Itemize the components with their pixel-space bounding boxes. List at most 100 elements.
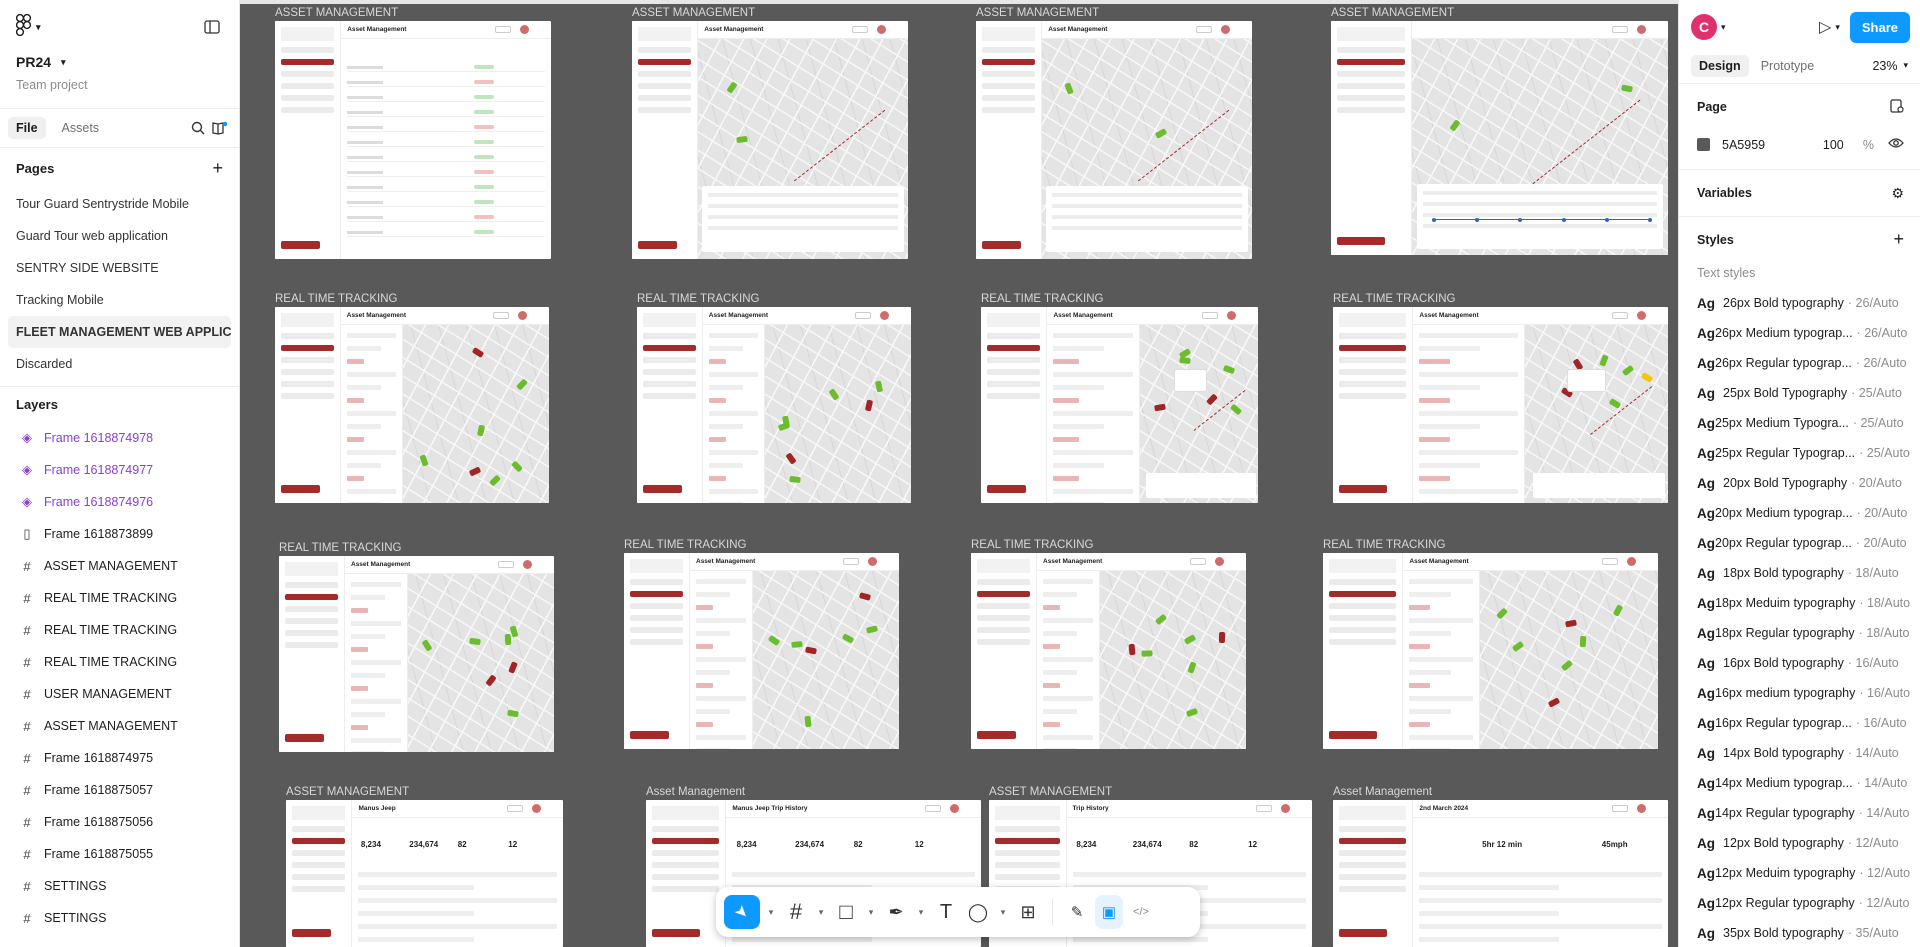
vehicle-marker[interactable] [1621, 84, 1634, 93]
comment-tool-button[interactable]: ◯ [964, 895, 992, 929]
vehicle-marker[interactable] [1572, 357, 1584, 371]
vehicle-marker[interactable] [725, 81, 738, 94]
frame-thumbnail[interactable]: Asset Management [971, 553, 1246, 749]
vehicle-marker[interactable] [1183, 634, 1197, 646]
vehicle-marker[interactable] [1496, 607, 1509, 620]
frame-label[interactable]: REAL TIME TRACKING [637, 293, 760, 305]
text-style-item[interactable]: Ag 16px Regular typograp... · 16/Auto [1679, 708, 1920, 738]
chevron-down-icon[interactable]: ▾ [818, 906, 824, 917]
frame-thumbnail[interactable]: Asset Management [981, 307, 1258, 503]
text-style-item[interactable]: Ag 12px Bold typography · 12/Auto [1679, 828, 1920, 858]
frame-label[interactable]: REAL TIME TRACKING [279, 542, 402, 554]
frame-thumbnail[interactable]: Asset Management [279, 556, 554, 752]
layer-item[interactable]: # REAL TIME TRACKING [0, 646, 239, 678]
frame-thumbnail[interactable]: Asset Management [275, 21, 551, 259]
vehicle-marker[interactable] [1155, 614, 1168, 626]
main-menu-button[interactable]: ▾ [15, 13, 41, 41]
vehicle-marker[interactable] [767, 635, 781, 647]
vehicle-marker[interactable] [468, 638, 481, 646]
frame-label[interactable]: REAL TIME TRACKING [971, 539, 1094, 551]
text-tool-button[interactable]: T [932, 895, 960, 929]
chevron-down-icon[interactable]: ▾ [868, 906, 874, 917]
chevron-down-icon[interactable]: ▾ [1000, 906, 1006, 917]
vehicle-marker[interactable] [471, 347, 485, 359]
map-view[interactable] [403, 325, 549, 503]
map-view[interactable] [765, 325, 911, 503]
present-play-icon[interactable]: ▷ [1819, 19, 1832, 36]
map-view[interactable] [1411, 39, 1668, 255]
text-style-item[interactable]: Ag 35px Bold typography · 35/Auto [1679, 918, 1920, 947]
text-style-item[interactable]: Ag 14px Regular typography · 14/Auto [1679, 798, 1920, 828]
vehicle-marker[interactable] [788, 475, 801, 483]
vehicle-marker[interactable] [504, 634, 512, 646]
share-button[interactable]: Share [1849, 11, 1910, 43]
vehicle-marker[interactable] [805, 646, 818, 655]
frame-label[interactable]: REAL TIME TRACKING [1333, 293, 1456, 305]
text-style-item[interactable]: Ag 14px Medium typograp... · 14/Auto [1679, 768, 1920, 798]
draw-mode-button[interactable]: ✎ [1063, 895, 1091, 929]
vehicle-marker[interactable] [841, 633, 855, 644]
frame-thumbnail[interactable]: Asset Management [275, 307, 549, 503]
page-item[interactable]: SENTRY SIDE WEBSITE [16, 261, 159, 275]
vehicle-marker[interactable] [507, 709, 519, 718]
map-view[interactable] [407, 574, 554, 752]
vehicle-marker[interactable] [1154, 403, 1167, 412]
vehicle-marker[interactable] [1140, 649, 1153, 657]
vehicle-marker[interactable] [508, 660, 518, 674]
frame-thumbnail[interactable]: Asset Management [1323, 553, 1658, 749]
vehicle-marker[interactable] [510, 460, 523, 473]
vehicle-marker[interactable] [1127, 643, 1136, 656]
text-style-item[interactable]: Ag 12px Regular typography · 12/Auto [1679, 888, 1920, 918]
vehicle-marker[interactable] [1222, 364, 1236, 375]
frame-tool-button[interactable]: # [782, 895, 810, 929]
layer-item[interactable]: ◈ Frame 1618874976 [0, 486, 239, 518]
vehicle-marker[interactable] [1449, 119, 1461, 132]
frame-label[interactable]: ASSET MANAGEMENT [976, 7, 1100, 19]
map-view[interactable] [1479, 571, 1658, 749]
project-name-button[interactable]: PR24 ▾ [16, 54, 223, 70]
frame-thumbnail[interactable]: Asset Management [1333, 307, 1668, 503]
move-tool-button[interactable]: ➤ [724, 895, 760, 929]
text-style-item[interactable]: Ag 20px Bold Typography · 20/Auto [1679, 468, 1920, 498]
vehicle-marker[interactable] [476, 424, 486, 437]
vehicle-marker[interactable] [736, 136, 748, 144]
frame-thumbnail[interactable]: 2nd March 2024 5hr 12 min 45mph [1333, 800, 1668, 947]
frame-label[interactable]: Asset Management [646, 786, 746, 798]
vehicle-marker[interactable] [488, 474, 501, 487]
frame-label[interactable]: ASSET MANAGEMENT [632, 7, 756, 19]
layer-item[interactable]: # Frame 1618874975 [0, 742, 239, 774]
frame-label[interactable]: REAL TIME TRACKING [1323, 539, 1446, 551]
text-style-item[interactable]: Ag 14px Bold typography · 14/Auto [1679, 738, 1920, 768]
layer-item[interactable]: # USER MANAGEMENT [0, 678, 239, 710]
layer-item[interactable]: # SETTINGS [0, 902, 239, 934]
frame-thumbnail[interactable]: Asset Management [976, 21, 1252, 259]
layer-item[interactable]: # ASSET MANAGEMENT [0, 710, 239, 742]
map-view[interactable] [1099, 571, 1246, 749]
variables-settings-icon[interactable]: ⚙ [1891, 184, 1904, 201]
chevron-down-icon[interactable]: ▾ [768, 906, 774, 917]
text-style-item[interactable]: Ag 25px Regular Typograp... · 25/Auto [1679, 438, 1920, 468]
vehicle-marker[interactable] [777, 421, 790, 431]
text-style-item[interactable]: Ag 12px Meduim typography · 12/Auto [1679, 858, 1920, 888]
vehicle-marker[interactable] [791, 641, 803, 649]
chevron-down-icon[interactable]: ▾ [1903, 60, 1908, 70]
layer-item[interactable]: # ASSET MANAGEMENT [0, 550, 239, 582]
vehicle-marker[interactable] [1608, 397, 1622, 409]
map-view[interactable] [1042, 39, 1252, 259]
pen-tool-button[interactable]: ✒ [882, 895, 910, 929]
color-hex-input[interactable]: 5A5959 [1722, 137, 1766, 152]
layer-item[interactable]: # Frame 1618875055 [0, 838, 239, 870]
page-item[interactable]: Tracking Mobile [16, 293, 104, 307]
map-view[interactable] [698, 39, 908, 259]
page-item[interactable]: Discarded [16, 357, 73, 371]
frame-label[interactable]: REAL TIME TRACKING [981, 293, 1104, 305]
vehicle-marker[interactable] [1621, 364, 1634, 376]
vehicle-marker[interactable] [1186, 707, 1199, 718]
shape-tool-button[interactable]: □ [832, 895, 860, 929]
map-view[interactable] [1525, 325, 1668, 503]
design-mode-button[interactable]: ▣ [1095, 895, 1123, 929]
text-style-item[interactable]: Ag 26px Regular typograp... · 26/Auto [1679, 348, 1920, 378]
frame-thumbnail[interactable]: Asset Management [624, 553, 899, 749]
layer-item[interactable]: # Frame 1618875057 [0, 774, 239, 806]
text-style-item[interactable]: Ag 16px Bold typography · 16/Auto [1679, 648, 1920, 678]
